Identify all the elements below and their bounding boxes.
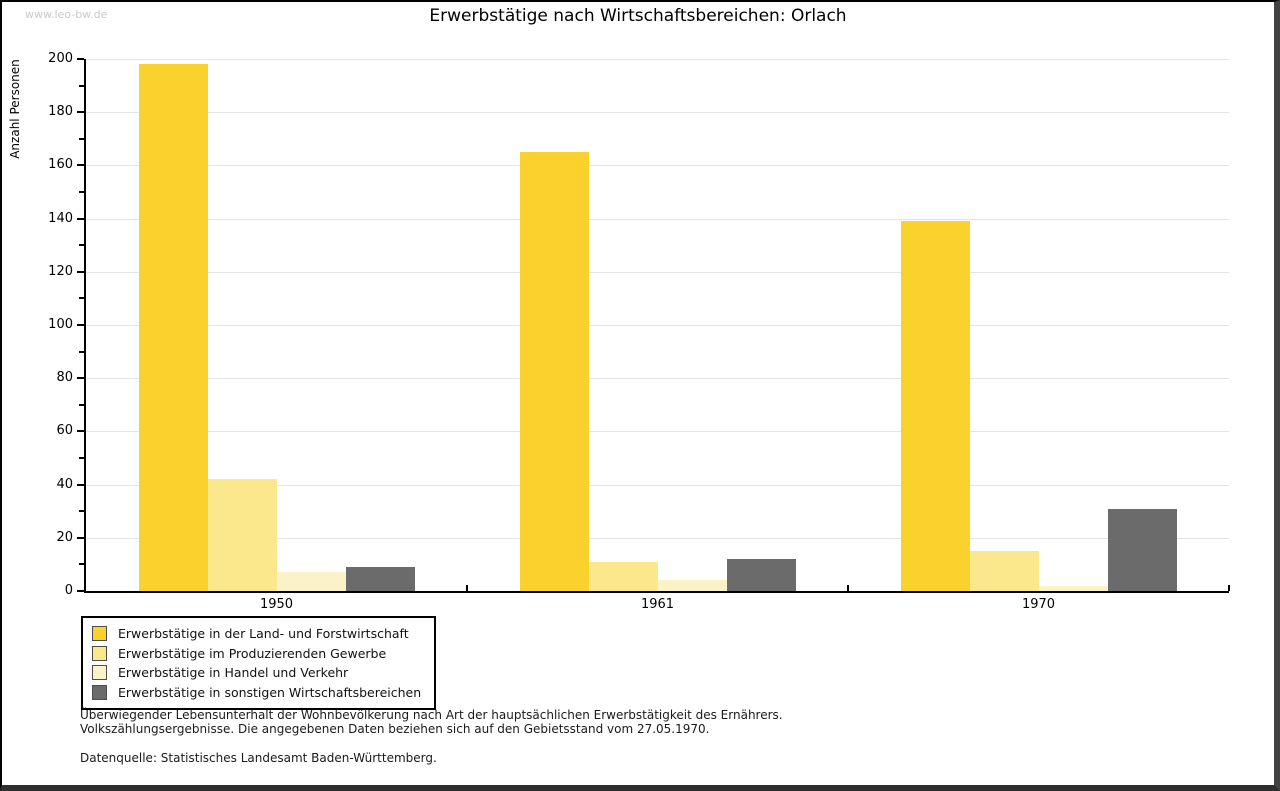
gridline xyxy=(86,218,1229,220)
y-tick xyxy=(79,137,84,140)
gridline xyxy=(86,112,1229,114)
x-tick-label: 1950 xyxy=(259,597,294,612)
y-tick-label: 180 xyxy=(48,104,73,120)
bar xyxy=(345,567,415,591)
x-tick xyxy=(1228,585,1230,591)
bar xyxy=(1107,508,1177,591)
y-tick-label: 100 xyxy=(48,317,73,332)
x-tick-label: 1970 xyxy=(1021,597,1056,612)
legend-swatch xyxy=(92,665,107,681)
y-tick xyxy=(79,403,84,406)
y-tick xyxy=(79,350,84,353)
footnotes: Überwiegender Lebensunterhalt der Wohnbe… xyxy=(80,708,783,736)
footnote-line: Volkszählungsergebnisse. Die angegebenen… xyxy=(80,722,710,736)
y-tick-label: 200 xyxy=(48,51,73,66)
y-tick xyxy=(79,510,84,513)
bar xyxy=(1038,585,1108,591)
bar xyxy=(726,559,796,591)
gridline xyxy=(86,59,1229,60)
y-tick xyxy=(77,58,84,60)
y-tick-label: 140 xyxy=(48,210,73,226)
gridline xyxy=(86,271,1229,273)
footnote-line: Überwiegender Lebensunterhalt der Wohnbe… xyxy=(80,708,783,722)
y-tick-label: 80 xyxy=(56,370,73,386)
y-tick xyxy=(77,270,84,273)
bar xyxy=(138,64,208,591)
legend-item: Erwerbstätige im Produzierenden Gewerbe xyxy=(92,644,421,664)
y-tick xyxy=(77,164,84,167)
legend-item: Erwerbstätige in Handel und Verkehr xyxy=(92,663,421,683)
legend-label: Erwerbstätige in sonstigen Wirtschaftsbe… xyxy=(118,684,422,700)
legend-label: Erwerbstätige in der Land- und Forstwirt… xyxy=(118,626,409,642)
legend-label: Erwerbstätige in Handel und Verkehr xyxy=(118,665,349,681)
gridline xyxy=(86,378,1229,380)
gridline xyxy=(86,537,1229,539)
x-tick xyxy=(466,585,468,591)
bar xyxy=(207,479,277,591)
y-tick xyxy=(77,483,84,486)
y-tick xyxy=(79,84,84,87)
gridline xyxy=(86,484,1229,486)
gridline xyxy=(86,431,1229,433)
legend-swatch xyxy=(92,645,107,661)
y-tick xyxy=(79,191,84,193)
y-tick xyxy=(77,536,84,539)
gridline xyxy=(86,165,1229,167)
y-tick xyxy=(77,324,84,326)
y-tick-label: 60 xyxy=(56,423,73,439)
legend-item: Erwerbstätige in sonstigen Wirtschaftsbe… xyxy=(92,683,421,703)
legend-label: Erwerbstätige im Produzierenden Gewerbe xyxy=(118,645,387,661)
legend-item: Erwerbstätige in der Land- und Forstwirt… xyxy=(92,624,421,644)
source-note: Datenquelle: Statistisches Landesamt Bad… xyxy=(80,751,437,765)
y-tick xyxy=(79,244,84,247)
legend-swatch xyxy=(92,684,107,700)
y-tick-label: 20 xyxy=(56,529,73,545)
watermark: www.leo-bw.de xyxy=(25,8,108,21)
y-tick-label: 160 xyxy=(48,157,73,173)
bar xyxy=(657,580,727,591)
y-axis-line xyxy=(84,59,86,593)
chart-title: Erwerbstätige nach Wirtschaftsbereichen:… xyxy=(429,6,847,26)
bar xyxy=(276,572,346,591)
y-tick xyxy=(79,457,84,459)
bar xyxy=(969,551,1039,591)
y-tick-label: 0 xyxy=(64,583,73,598)
y-tick xyxy=(77,430,84,433)
y-tick xyxy=(77,590,84,592)
legend: Erwerbstätige in der Land- und Forstwirt… xyxy=(81,616,437,710)
x-tick xyxy=(847,585,849,591)
legend-swatch xyxy=(92,626,107,642)
y-tick-label: 120 xyxy=(48,263,73,279)
y-tick xyxy=(77,377,84,380)
x-tick-label: 1961 xyxy=(640,597,675,612)
y-tick xyxy=(77,217,84,220)
y-tick xyxy=(79,563,84,566)
bar xyxy=(588,561,658,591)
bar xyxy=(900,221,970,591)
gridline xyxy=(86,325,1229,326)
x-axis-line xyxy=(84,591,1229,593)
y-tick-label: 40 xyxy=(56,476,73,492)
y-tick xyxy=(77,111,84,114)
bar xyxy=(519,152,589,591)
y-tick xyxy=(79,297,84,300)
